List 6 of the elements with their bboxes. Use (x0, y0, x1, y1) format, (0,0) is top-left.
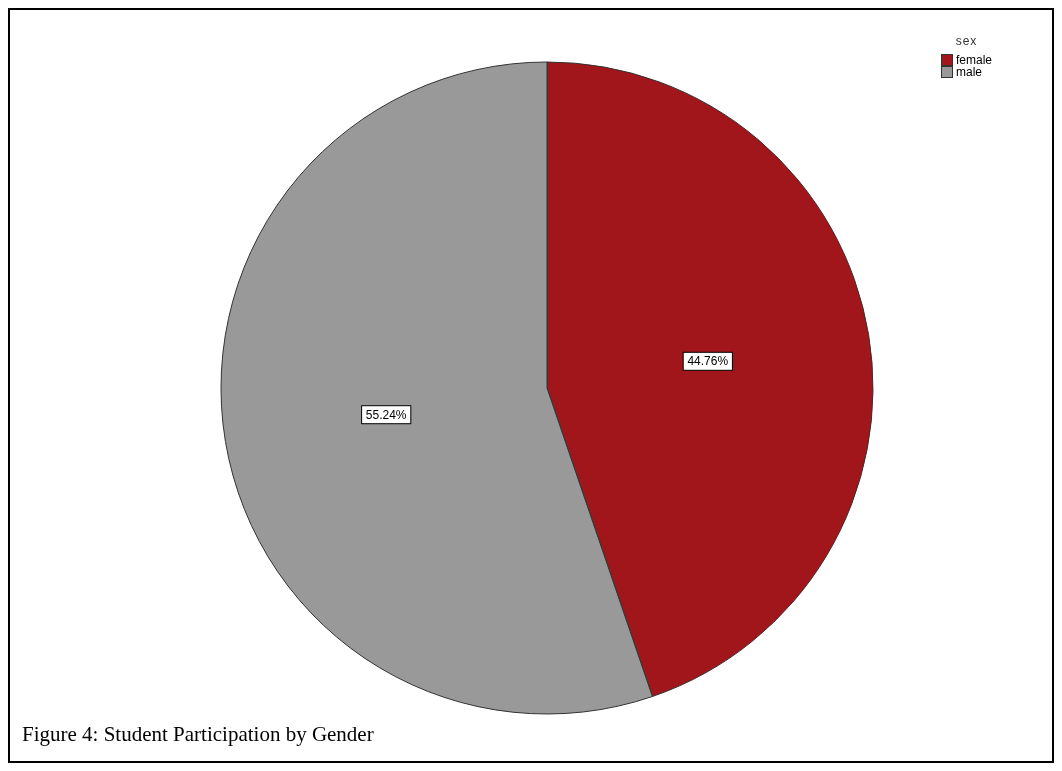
data-label: 55.24% (365, 407, 407, 422)
data-label: 44.76% (687, 354, 729, 369)
legend-label: female (955, 53, 992, 67)
caption: Figure 4: Student Participation by Gender (22, 722, 374, 747)
legend-label: male (955, 65, 982, 79)
legend-title: sex (954, 34, 979, 48)
